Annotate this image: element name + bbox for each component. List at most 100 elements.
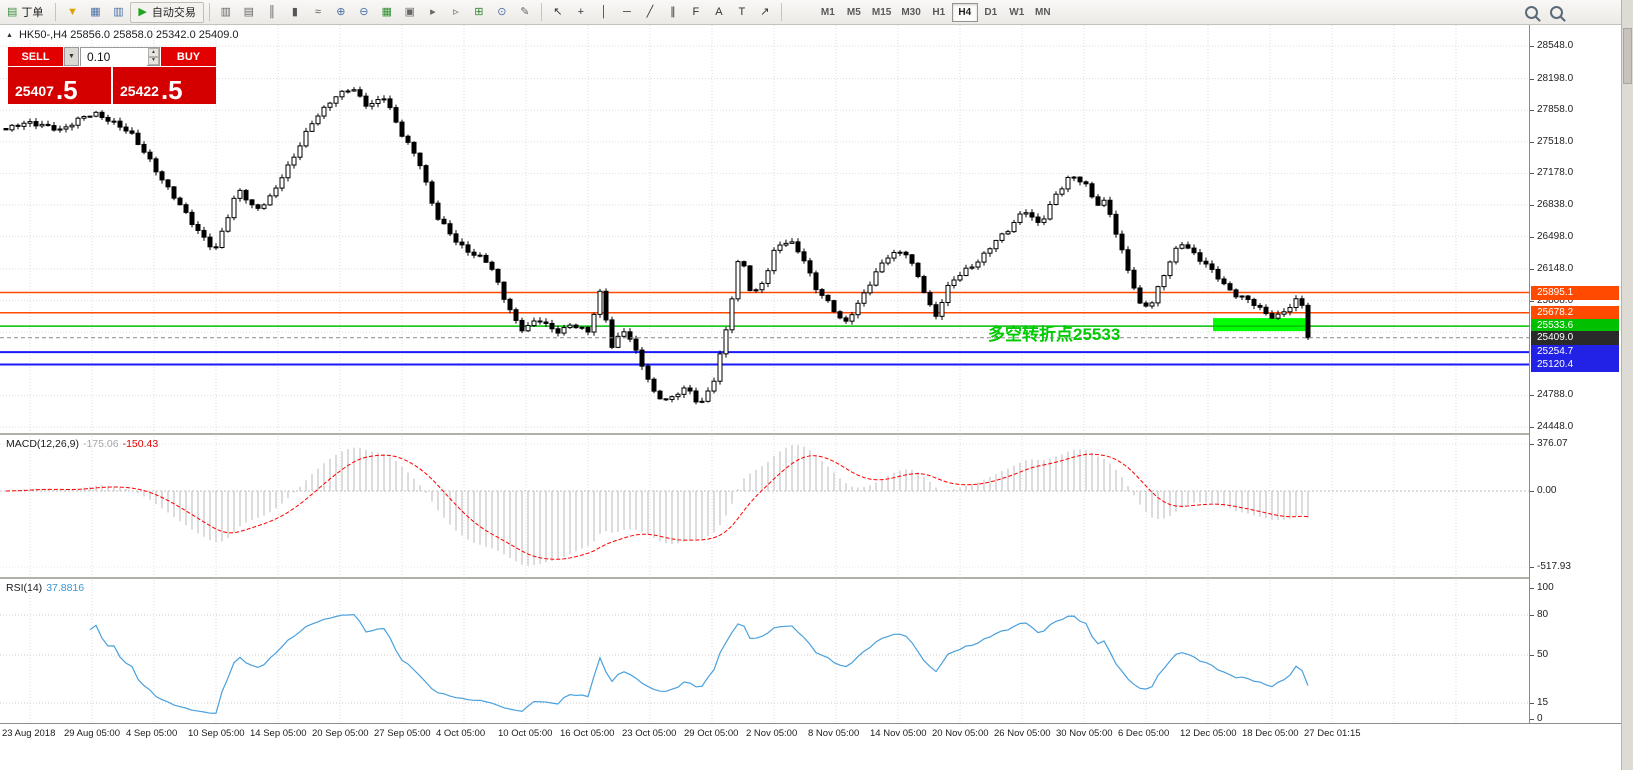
price-tick-label: 27518.0 bbox=[1537, 135, 1574, 147]
profiles-icon[interactable]: ▤ bbox=[238, 2, 260, 23]
timeframe-m15-button[interactable]: M15 bbox=[867, 3, 896, 22]
axis-tick-mark bbox=[1530, 236, 1534, 238]
macd-histogram bbox=[11, 445, 1309, 566]
label-icon[interactable]: T bbox=[731, 2, 753, 23]
bar-chart-icon[interactable]: ║ bbox=[261, 2, 283, 23]
buy-price-display[interactable]: 25422 .5 bbox=[113, 67, 216, 104]
price-line-label: 25895.1 bbox=[1531, 285, 1619, 300]
time-tick-label: 23 Oct 05:00 bbox=[622, 728, 677, 739]
rsi-canvas[interactable] bbox=[0, 580, 1529, 723]
tile-windows-icon[interactable]: ▦ bbox=[376, 2, 398, 23]
volume-up-button[interactable]: ▲ bbox=[148, 48, 159, 57]
arrows-icon[interactable]: ↗ bbox=[754, 2, 776, 23]
line-chart-icon[interactable]: ≈ bbox=[307, 2, 329, 23]
price-tick-label: 28198.0 bbox=[1537, 72, 1574, 84]
toolbar-right-group bbox=[1525, 5, 1563, 19]
volume-dropdown-button[interactable]: ▼ bbox=[64, 47, 79, 66]
arrange-windows-icon[interactable]: ▣ bbox=[399, 2, 421, 23]
periods-icon[interactable]: ⊙ bbox=[491, 2, 513, 23]
axis-tick-mark bbox=[1530, 703, 1534, 704]
scrollbar-thumb[interactable] bbox=[1623, 28, 1632, 84]
macd-main-value: -175.06 bbox=[82, 438, 119, 450]
volume-input[interactable] bbox=[81, 48, 147, 66]
main-price-axis: 28548.0 28198.0 27858.0 27518.0 27178.0 26838… bbox=[1530, 25, 1621, 433]
time-tick-label: 30 Nov 05:00 bbox=[1056, 728, 1113, 739]
axis-tick-mark bbox=[1530, 395, 1534, 397]
annotation-text: 多空转折点25533 bbox=[988, 325, 1121, 344]
funnel-icon[interactable]: ▼ bbox=[61, 2, 83, 23]
price-line-label: 25533.6 bbox=[1531, 319, 1619, 334]
line-studies-group: ↖ + │ ─ ╱ ∥ F A T ↗ bbox=[547, 2, 776, 23]
vertical-line-icon[interactable]: │ bbox=[593, 2, 615, 23]
macd-tick-label: -517.93 bbox=[1537, 561, 1571, 572]
timeframe-m5-button[interactable]: M5 bbox=[841, 3, 867, 22]
price-chart-canvas[interactable] bbox=[0, 25, 1529, 433]
crosshair-icon[interactable]: + bbox=[570, 2, 592, 23]
fibonacci-icon[interactable]: F bbox=[685, 2, 707, 23]
macd-label: MACD(12,26,9) -175.06 -150.43 bbox=[6, 438, 159, 450]
autotrade-button[interactable]: ▶ 自动交易 bbox=[130, 1, 204, 23]
collapse-icon[interactable]: ▲ bbox=[6, 31, 13, 39]
sell-price-display[interactable]: 25407 .5 bbox=[8, 67, 111, 104]
channel-icon[interactable]: ∥ bbox=[662, 2, 684, 23]
timeframe-m30-button[interactable]: M30 bbox=[896, 3, 925, 22]
cursor-icon[interactable]: ↖ bbox=[547, 2, 569, 23]
time-tick-label: 4 Oct 05:00 bbox=[436, 728, 486, 739]
macd-panel[interactable]: MACD(12,26,9) -175.06 -150.43 bbox=[0, 436, 1529, 577]
panel-splitter[interactable] bbox=[0, 577, 1621, 579]
zoom-tool-icon[interactable] bbox=[1550, 5, 1563, 19]
chart-objects bbox=[0, 291, 1529, 366]
axis-tick-mark bbox=[1530, 46, 1534, 47]
price-tick-label: 26498.0 bbox=[1537, 230, 1574, 242]
timeframe-mn-button[interactable]: MN bbox=[1030, 3, 1056, 22]
new-order-label: 丁单 bbox=[21, 7, 44, 19]
axis-tick-mark bbox=[1530, 615, 1534, 616]
one-click-trading-panel: SELL ▼ ▲ ▼ BUY 25407 .5 25422 bbox=[8, 47, 216, 104]
timeframe-h1-button[interactable]: H1 bbox=[926, 3, 952, 22]
rsi-panel[interactable]: RSI(14) 37.8816 bbox=[0, 580, 1529, 723]
price-line-label: 25678.2 bbox=[1531, 305, 1619, 320]
horizontal-line-icon[interactable]: ─ bbox=[616, 2, 638, 23]
toolbar-separator bbox=[780, 3, 782, 21]
rsi-axis: 100 80 50 15 0 bbox=[1530, 580, 1621, 724]
time-tick-label: 8 Nov 05:00 bbox=[808, 728, 860, 739]
market-watch-icon[interactable]: ▦ bbox=[84, 2, 106, 23]
macd-canvas[interactable] bbox=[0, 436, 1529, 577]
timeframe-h4-button[interactable]: H4 bbox=[951, 2, 978, 22]
template-icon[interactable]: ✎ bbox=[514, 2, 536, 23]
search-icon[interactable] bbox=[1525, 5, 1538, 19]
time-tick-label: 12 Dec 05:00 bbox=[1180, 728, 1237, 739]
macd-tick-label: 376.07 bbox=[1537, 438, 1568, 449]
time-axis[interactable]: 23 Aug 2018 29 Aug 05:00 4 Sep 05:00 10 Sep… bbox=[0, 723, 1621, 743]
chart-shift-icon[interactable]: ▹ bbox=[445, 2, 467, 23]
navigator-icon[interactable]: ▥ bbox=[107, 2, 129, 23]
toolbar-separator bbox=[55, 3, 57, 21]
new-chart-icon[interactable]: ▥ bbox=[215, 2, 237, 23]
buy-button[interactable]: BUY bbox=[161, 47, 216, 66]
timeframe-d1-button[interactable]: D1 bbox=[978, 3, 1004, 22]
candle-chart-icon[interactable]: ▮ bbox=[284, 2, 306, 23]
rsi-tick-label: 15 bbox=[1537, 697, 1549, 708]
timeframe-w1-button[interactable]: W1 bbox=[1004, 3, 1030, 22]
auto-scroll-icon[interactable]: ▸ bbox=[422, 2, 444, 23]
trendline-icon[interactable]: ╱ bbox=[639, 2, 661, 23]
new-order-button[interactable]: ▤ 丁单 bbox=[0, 2, 50, 23]
time-tick-label: 10 Sep 05:00 bbox=[188, 728, 245, 739]
axis-tick-mark bbox=[1530, 427, 1534, 429]
panel-splitter[interactable] bbox=[0, 433, 1621, 435]
timeframe-m1-button[interactable]: M1 bbox=[815, 3, 841, 22]
autotrade-label: 自动交易 bbox=[151, 7, 196, 19]
time-tick-label: 27 Sep 05:00 bbox=[374, 728, 431, 739]
main-chart-panel[interactable]: ▲ HK50-,H4 25856.0 25858.0 25342.0 25409… bbox=[0, 25, 1529, 433]
price-tick-label: 26148.0 bbox=[1537, 263, 1574, 275]
text-icon[interactable]: A bbox=[708, 2, 730, 23]
price-axis-column[interactable]: 28548.0 28198.0 27858.0 27518.0 27178.0 26838… bbox=[1529, 25, 1621, 724]
toolbar: ▤ 丁单 ▼ ▦ ▥ ▶ 自动交易 ▥ ▤ ║ ▮ ≈ ⊕ ⊖ ▦ ▣ ▸ ▹ ⊞ ⊙ ✎ ↖ + │ ─ ╱ ∥ F A T… bbox=[0, 0, 1633, 25]
zoom-out-icon[interactable]: ⊖ bbox=[353, 2, 375, 23]
zoom-in-icon[interactable]: ⊕ bbox=[330, 2, 352, 23]
volume-down-button[interactable]: ▼ bbox=[148, 56, 159, 65]
new-window-icon[interactable]: ⊞ bbox=[468, 2, 490, 23]
price-tick-label: 26838.0 bbox=[1537, 198, 1574, 210]
vertical-scrollbar[interactable] bbox=[1621, 0, 1633, 770]
sell-button[interactable]: SELL bbox=[8, 47, 63, 66]
